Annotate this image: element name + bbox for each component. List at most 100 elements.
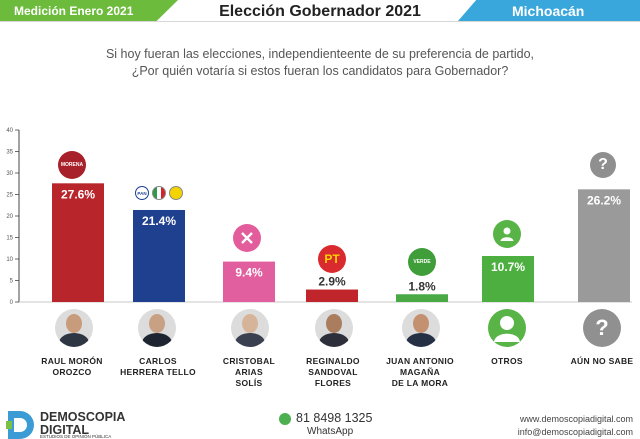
photo-suit [319,333,349,347]
candidate-name-3: CRISTOBAL ARIAS SOLÍS [199,356,299,389]
bar-value-label-5: 1.8% [408,279,436,293]
pt-logo-text: PT [324,252,340,266]
bar-2 [133,209,185,302]
candidate-name-2: CARLOS HERRERA TELLO [108,356,208,378]
name-line: CARLOS [139,356,177,366]
verde-logo: VERDE [408,248,436,276]
name-line: REGINALDO [306,356,360,366]
email-link[interactable]: info@demoscopiadigital.com [517,427,633,437]
mc-logo-icon [233,224,261,252]
photo-suit [59,333,89,347]
morena-logo-text: MORENA [60,162,84,168]
pri-logo-icon [152,186,166,200]
photo-suit [406,333,436,347]
header-state-tab: Michoacán [458,0,640,21]
brand-name-line-1: DEMOSCOPIA [40,410,126,424]
header-divider [0,21,640,22]
header-date-tab: Medición Enero 2021 [0,0,178,21]
photo-suit [235,333,265,347]
name-line: SOLÍS [235,378,263,388]
photo-cristobal-arias [231,309,269,347]
name-line: OROZCO [52,367,92,377]
question-icon-bottom: ? [583,309,621,347]
question-icon-bottom-text: ? [595,315,609,340]
name-line: AÚN NO SABE [570,356,634,366]
question-line-2: ¿Por quién votaría si estos fueran los c… [131,64,509,78]
pt-logo: PT [318,245,346,273]
photo-head [413,314,429,333]
morena-logo: MORENA [58,151,86,179]
name-line: DE LA MORA [391,378,449,388]
whatsapp-icon [279,413,291,425]
mc-chevrons-icon [241,232,253,244]
person-icon [494,316,520,342]
person-icon [500,227,514,241]
candidate-name-1: RAUL MORÓN OROZCO [22,356,122,378]
y-tick-label: 30 [6,171,13,177]
bar-3 [223,261,275,302]
header-band: Medición Enero 2021 Elección Gobernador … [0,0,640,22]
candidate-name-4: REGINALDO SANDOVAL FLORES [283,356,383,389]
otros-person-icon [493,220,521,248]
brand-name-line-2: DIGITAL [40,423,90,437]
y-tick-label: 35 [6,150,13,156]
otros-person-icon-bottom [488,309,526,347]
y-tick-label: 25 [6,193,13,199]
bar-value-label-2: 21.4% [142,214,176,228]
candidate-name-7: AÚN NO SABE [552,356,640,367]
coalition-logos: PAN [133,186,185,200]
pan-logo: PAN [135,186,149,200]
name-line: SANDOVAL [308,367,358,377]
pan-logo-text: PAN [137,190,147,196]
name-line: FLORES [314,378,352,388]
photo-reginaldo-sandoval [315,309,353,347]
y-tick-label: 10 [6,257,13,263]
question-icon-top: ? [590,152,616,178]
y-tick-label: 40 [6,128,13,134]
bar-4 [306,289,358,302]
photo-suit [142,333,172,347]
candidate-name-6: OTROS [457,356,557,367]
demoscopia-logo-icon [6,411,34,439]
bar-1 [52,183,104,302]
bar-value-label-7: 26.2% [587,193,621,207]
name-line: HERRERA TELLO [120,367,196,377]
header-state-label: Michoacán [512,3,585,19]
bar-5 [396,294,448,302]
bar-value-label-6: 10.7% [491,260,525,274]
name-line: ARIAS [235,367,263,377]
question-icon-top-text: ? [598,156,608,173]
photo-carlos-herrera [138,309,176,347]
y-tick-label: 20 [6,214,13,220]
name-line: OTROS [491,356,523,366]
website-link[interactable]: www.demoscopiadigital.com [519,414,633,424]
photo-head [149,314,165,333]
photo-raul-moron [55,309,93,347]
photo-juan-antonio-magana [402,309,440,347]
name-line: MAGAÑA [399,367,441,377]
bar-value-label-3: 9.4% [235,266,263,280]
name-line: CRISTOBAL [222,356,276,366]
photo-head [66,314,82,333]
phone-number[interactable]: 81 8498 1325 [296,411,373,425]
prd-logo-icon [169,186,183,200]
bar-chart: 0 5 10 15 20 25 30 35 40 27.6% 21.4% 9.4% 2.9% 1.8% 10… [6,128,632,306]
name-line: RAUL MORÓN [41,356,103,366]
bar-value-label-1: 27.6% [61,187,95,201]
verde-logo-text: VERDE [413,259,431,265]
y-tick-label: 0 [10,300,14,306]
y-tick-label: 5 [10,279,14,285]
bar-value-label-4: 2.9% [318,275,346,289]
bar-6 [482,255,534,302]
question-line-1: Si hoy fueran las elecciones, independie… [105,47,535,61]
photo-head [326,314,342,333]
header-date-label: Medición Enero 2021 [14,4,134,18]
brand-tagline: ESTUDIOS DE OPINIÓN PÚBLICA [40,434,112,439]
whatsapp-label: WhatsApp [307,426,354,437]
name-line: JUAN ANTONIO [386,356,454,366]
y-tick-label: 15 [6,236,13,242]
page-title: Elección Gobernador 2021 [219,3,421,20]
candidate-name-5: JUAN ANTONIO MAGAÑA DE LA MORA [370,356,470,389]
photo-head [242,314,258,333]
bar-7 [578,189,630,302]
